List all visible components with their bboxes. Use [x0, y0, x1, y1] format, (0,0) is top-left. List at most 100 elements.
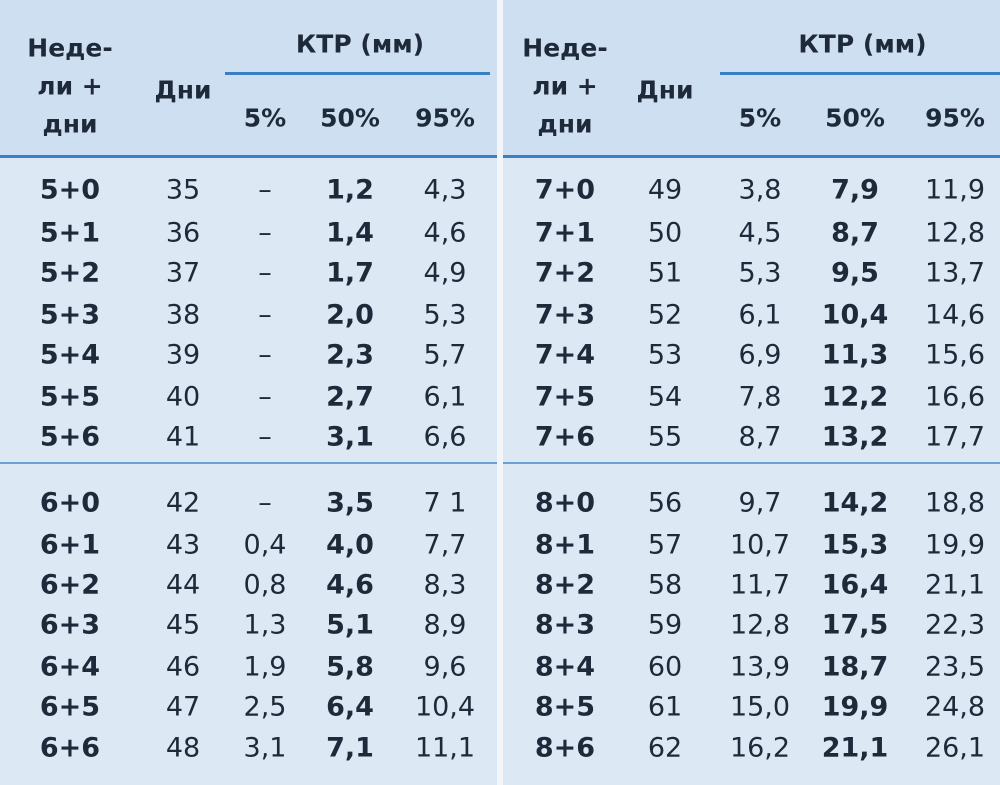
p95-cell: 14,6	[924, 299, 986, 331]
p5-cell: 9,7	[738, 487, 782, 519]
p50-cell: 1,7	[326, 257, 374, 289]
days-cell: 48	[165, 732, 201, 764]
weeks-cell: 7+3	[534, 299, 596, 331]
days-cell: 46	[165, 651, 201, 683]
p95-cell: 23,5	[924, 651, 986, 683]
p95-cell: 11,9	[924, 174, 986, 206]
p50-cell: 19,9	[821, 691, 889, 723]
p95-cell: 4,3	[423, 174, 467, 206]
weeks-cell: 8+0	[534, 487, 596, 519]
p50-cell: 4,6	[326, 569, 374, 601]
percentile-header: 50%	[320, 103, 380, 133]
weeks-cell: 8+2	[534, 569, 596, 601]
weeks-cell: 6+5	[39, 691, 101, 723]
p95-cell: 9,6	[423, 651, 467, 683]
weeks-cell: 8+4	[534, 651, 596, 683]
days-header: Дни	[636, 75, 694, 105]
p50-cell: 15,3	[821, 529, 889, 561]
days-cell: 61	[647, 691, 683, 723]
p5-cell: 0,4	[243, 529, 287, 561]
p50-cell: 2,7	[326, 381, 374, 413]
days-cell: 55	[647, 421, 683, 453]
weeks-cell: 6+0	[39, 487, 101, 519]
p50-cell: 21,1	[821, 732, 889, 764]
weeks-header: Неде-	[522, 33, 608, 63]
percentile-header: 95%	[415, 103, 475, 133]
p95-cell: 15,6	[924, 339, 986, 371]
p95-cell: 24,8	[924, 691, 986, 723]
days-cell: 40	[165, 381, 201, 413]
weeks-cell: 8+6	[534, 732, 596, 764]
p95-cell: 6,1	[423, 381, 467, 413]
weeks-cell: 5+4	[39, 339, 101, 371]
days-cell: 56	[647, 487, 683, 519]
p95-cell: 12,8	[924, 217, 986, 249]
weeks-cell: 7+0	[534, 174, 596, 206]
weeks-cell: 6+2	[39, 569, 101, 601]
p5-cell: 10,7	[729, 529, 791, 561]
p50-cell: 7,9	[831, 174, 879, 206]
p50-cell: 9,5	[831, 257, 879, 289]
days-cell: 58	[647, 569, 683, 601]
weeks-cell: 6+6	[39, 732, 101, 764]
p5-cell: 3,1	[243, 732, 287, 764]
p5-cell: 4,5	[738, 217, 782, 249]
p95-cell: 22,3	[924, 609, 986, 641]
ktr-header: КТР (мм)	[295, 29, 425, 59]
p5-cell: 6,1	[738, 299, 782, 331]
days-cell: 62	[647, 732, 683, 764]
p5-cell: 1,3	[243, 609, 287, 641]
p95-cell: 18,8	[924, 487, 986, 519]
weeks-cell: 7+1	[534, 217, 596, 249]
p50-cell: 13,2	[821, 421, 889, 453]
p95-cell: 4,9	[423, 257, 467, 289]
weeks-cell: 7+2	[534, 257, 596, 289]
p95-cell: 8,3	[423, 569, 467, 601]
p95-cell: 16,6	[924, 381, 986, 413]
p5-cell: 6,9	[738, 339, 782, 371]
ktr-header: КТР (мм)	[798, 29, 927, 59]
weeks-cell: 8+5	[534, 691, 596, 723]
p50-cell: 17,5	[821, 609, 889, 641]
p5-cell: –	[258, 257, 272, 289]
weeks-cell: 7+6	[534, 421, 596, 453]
ktr-rule	[225, 72, 490, 75]
weeks-cell: 8+3	[534, 609, 596, 641]
weeks-cell: 6+1	[39, 529, 101, 561]
p95-cell: 7,7	[423, 529, 467, 561]
weeks-cell: 5+0	[39, 174, 101, 206]
p50-cell: 1,2	[326, 174, 374, 206]
weeks-header: дни	[42, 109, 98, 139]
p50-cell: 11,3	[821, 339, 889, 371]
p5-cell: 15,0	[729, 691, 791, 723]
p95-cell: 21,1	[924, 569, 986, 601]
p50-cell: 6,4	[326, 691, 374, 723]
days-cell: 45	[165, 609, 201, 641]
p50-cell: 2,0	[326, 299, 374, 331]
days-cell: 39	[165, 339, 201, 371]
half-divider	[497, 0, 503, 785]
p95-cell: 5,3	[423, 299, 467, 331]
p50-cell: 5,1	[326, 609, 374, 641]
p50-cell: 14,2	[821, 487, 889, 519]
days-cell: 53	[647, 339, 683, 371]
p5-cell: –	[258, 381, 272, 413]
weeks-cell: 5+1	[39, 217, 101, 249]
p95-cell: 13,7	[924, 257, 986, 289]
weeks-header: ли +	[532, 71, 598, 101]
ktr-rule	[720, 72, 1000, 75]
p95-cell: 5,7	[423, 339, 467, 371]
days-cell: 38	[165, 299, 201, 331]
p5-cell: 7,8	[738, 381, 782, 413]
percentile-header: 95%	[925, 103, 985, 133]
weeks-cell: 5+3	[39, 299, 101, 331]
p5-cell: 1,9	[243, 651, 287, 683]
days-cell: 51	[647, 257, 683, 289]
weeks-cell: 7+4	[534, 339, 596, 371]
days-cell: 44	[165, 569, 201, 601]
p5-cell: 8,7	[738, 421, 782, 453]
p95-cell: 7 1	[423, 487, 467, 519]
percentile-header: 50%	[825, 103, 885, 133]
days-cell: 37	[165, 257, 201, 289]
p5-cell: 3,8	[738, 174, 782, 206]
